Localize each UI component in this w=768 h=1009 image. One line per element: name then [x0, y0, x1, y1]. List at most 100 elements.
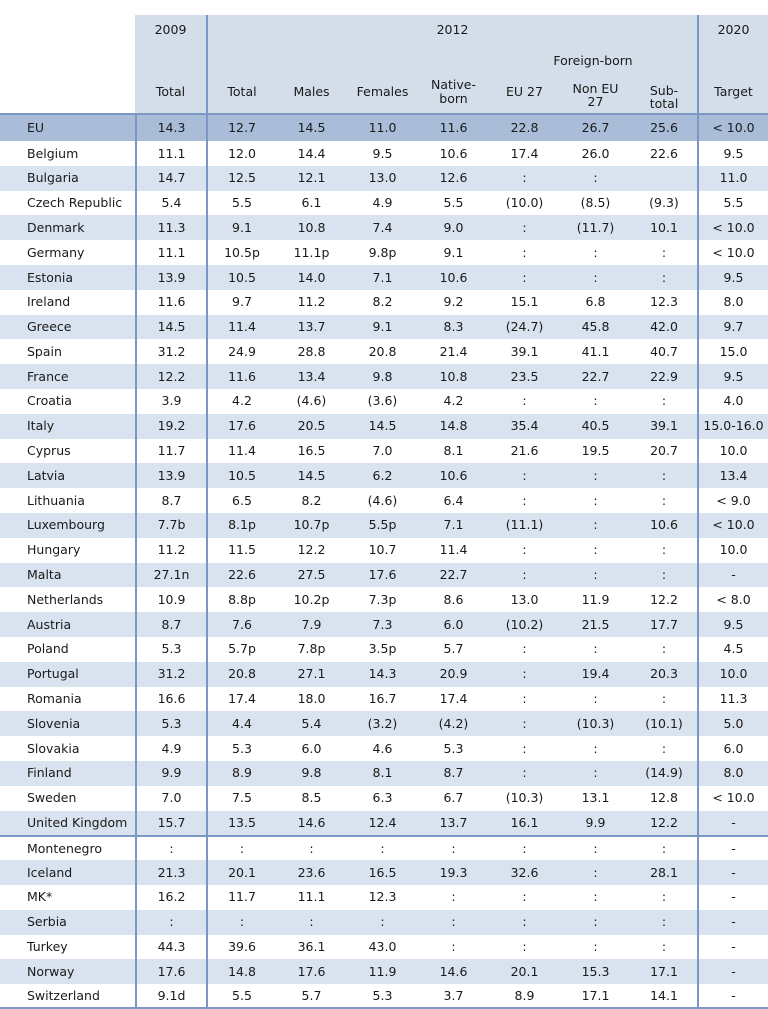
table-cell: 13.7	[418, 810, 489, 836]
table-cell: 9.9	[135, 760, 206, 786]
table-cell: 17.4	[510, 145, 539, 161]
table-cell: 9.2	[443, 294, 464, 310]
column-header-0: Total	[135, 70, 206, 115]
table-cell: 5.7	[276, 984, 347, 1009]
table-cell: 20.8	[206, 661, 276, 687]
table-cell: :	[489, 711, 560, 737]
table-cell: 9.1	[206, 215, 276, 241]
table-cell: 11.6	[206, 364, 276, 389]
table-cell: 6.4	[443, 492, 464, 508]
table-cell: 5.5	[206, 984, 276, 1009]
table-cell: :	[661, 393, 667, 409]
table-cell: 11.1	[297, 889, 326, 905]
table-cell: 13.4	[697, 463, 768, 489]
table-cell: :	[631, 264, 697, 290]
table-cell: 11.0	[347, 115, 418, 141]
country-name: Ireland	[27, 294, 71, 310]
table-cell: (11.7)	[560, 215, 631, 241]
table-cell: 8.6	[443, 591, 464, 607]
table-cell: -	[697, 984, 768, 1009]
table-cell: :	[560, 909, 631, 935]
table-cell: 40.7	[650, 343, 678, 359]
table-cell: :	[661, 244, 667, 260]
table-cell: 13.5	[206, 810, 276, 836]
table-cell: 11.3	[135, 215, 206, 241]
table-cell: 27.1	[276, 661, 347, 687]
table-cell: (24.7)	[489, 314, 560, 340]
header-2020: 2020	[697, 15, 768, 45]
table-cell: 7.3p	[368, 591, 397, 607]
table-cell: 10.6	[631, 512, 697, 538]
country-name: Latvia	[0, 463, 135, 489]
table-cell: :	[593, 889, 598, 905]
table-cell: 21.4	[439, 343, 468, 359]
table-cell: 12.2	[135, 364, 206, 389]
table-cell: 5.0	[697, 711, 768, 737]
table-cell: 12.8	[650, 790, 678, 806]
table-cell: 5.3	[135, 711, 206, 737]
table-cell: :	[522, 939, 527, 955]
table-cell: 9.7	[206, 289, 276, 315]
table-cell: :	[661, 889, 667, 905]
table-cell: 4.9	[135, 736, 206, 761]
table-cell: :	[661, 641, 667, 657]
table-cell: 10.1	[631, 215, 697, 241]
table-cell: 19.3	[418, 860, 489, 885]
header-foreign-born: Foreign-born	[489, 45, 697, 70]
table-cell: 10.8	[418, 364, 489, 389]
table-cell: 4.9	[372, 195, 393, 211]
table-cell: 16.6	[135, 686, 206, 712]
table-cell: 11.0	[697, 165, 768, 191]
table-cell: 7.3	[347, 612, 418, 637]
header-blank	[276, 45, 347, 70]
table-cell: (4.6)	[367, 492, 398, 508]
table-cell: 31.2	[135, 339, 206, 365]
table-cell: 7.6	[206, 612, 276, 637]
table-cell: 16.1	[489, 810, 560, 836]
table-cell: 14.8	[418, 413, 489, 439]
country-name: Luxembourg	[0, 512, 135, 538]
table-cell: 20.9	[418, 661, 489, 687]
table-cell: 12.2	[297, 542, 326, 558]
country-name: Hungary	[27, 542, 81, 558]
table-cell: :	[206, 835, 276, 861]
table-cell: 9.9	[560, 810, 631, 836]
table-cell: 10.9	[135, 587, 206, 613]
table-cell: 4.6	[372, 740, 393, 756]
country-name: Austria	[0, 612, 135, 637]
table-cell: 21.3	[135, 860, 206, 885]
table-cell: 11.5	[206, 537, 276, 563]
table-cell: 20.1	[489, 959, 560, 985]
table-cell: 14.0	[276, 264, 347, 290]
table-cell: 15.0-16.0	[697, 413, 768, 439]
table-cell: 4.2	[443, 393, 464, 409]
table-cell: :	[593, 244, 598, 260]
table-cell: 27.5	[276, 562, 347, 588]
table-cell: :	[661, 492, 667, 508]
table-cell: 11.1	[135, 240, 206, 265]
table-cell: 11.4	[206, 314, 276, 340]
table-cell: :	[489, 165, 560, 191]
table-cell: 9.5	[697, 364, 768, 389]
table-cell: 8.8p	[206, 587, 276, 613]
country-name: Belgium	[27, 145, 79, 161]
table-cell: 17.7	[631, 612, 697, 637]
table-cell: 11.4	[206, 438, 276, 464]
table-cell: (14.9)	[631, 760, 697, 786]
table-cell: (3.6)	[367, 393, 398, 409]
table-cell: 5.5	[206, 190, 276, 216]
country-name: Serbia	[0, 909, 135, 935]
country-name: Croatia	[27, 393, 72, 409]
table-cell: 20.5	[276, 413, 347, 439]
table-cell: 11.7	[135, 438, 206, 464]
table-cell: 9.5	[697, 141, 768, 166]
table-cell: 6.0	[697, 736, 768, 761]
table-cell: 8.2	[372, 294, 393, 310]
table-cell: 12.5	[206, 165, 276, 191]
table-cell: 13.7	[276, 314, 347, 340]
table-cell: 4.2	[206, 388, 276, 414]
table-cell: 45.8	[560, 314, 631, 340]
table-cell: 8.1	[443, 443, 464, 459]
table-cell: 10.0	[697, 537, 768, 563]
table-cell: 13.0	[510, 591, 539, 607]
